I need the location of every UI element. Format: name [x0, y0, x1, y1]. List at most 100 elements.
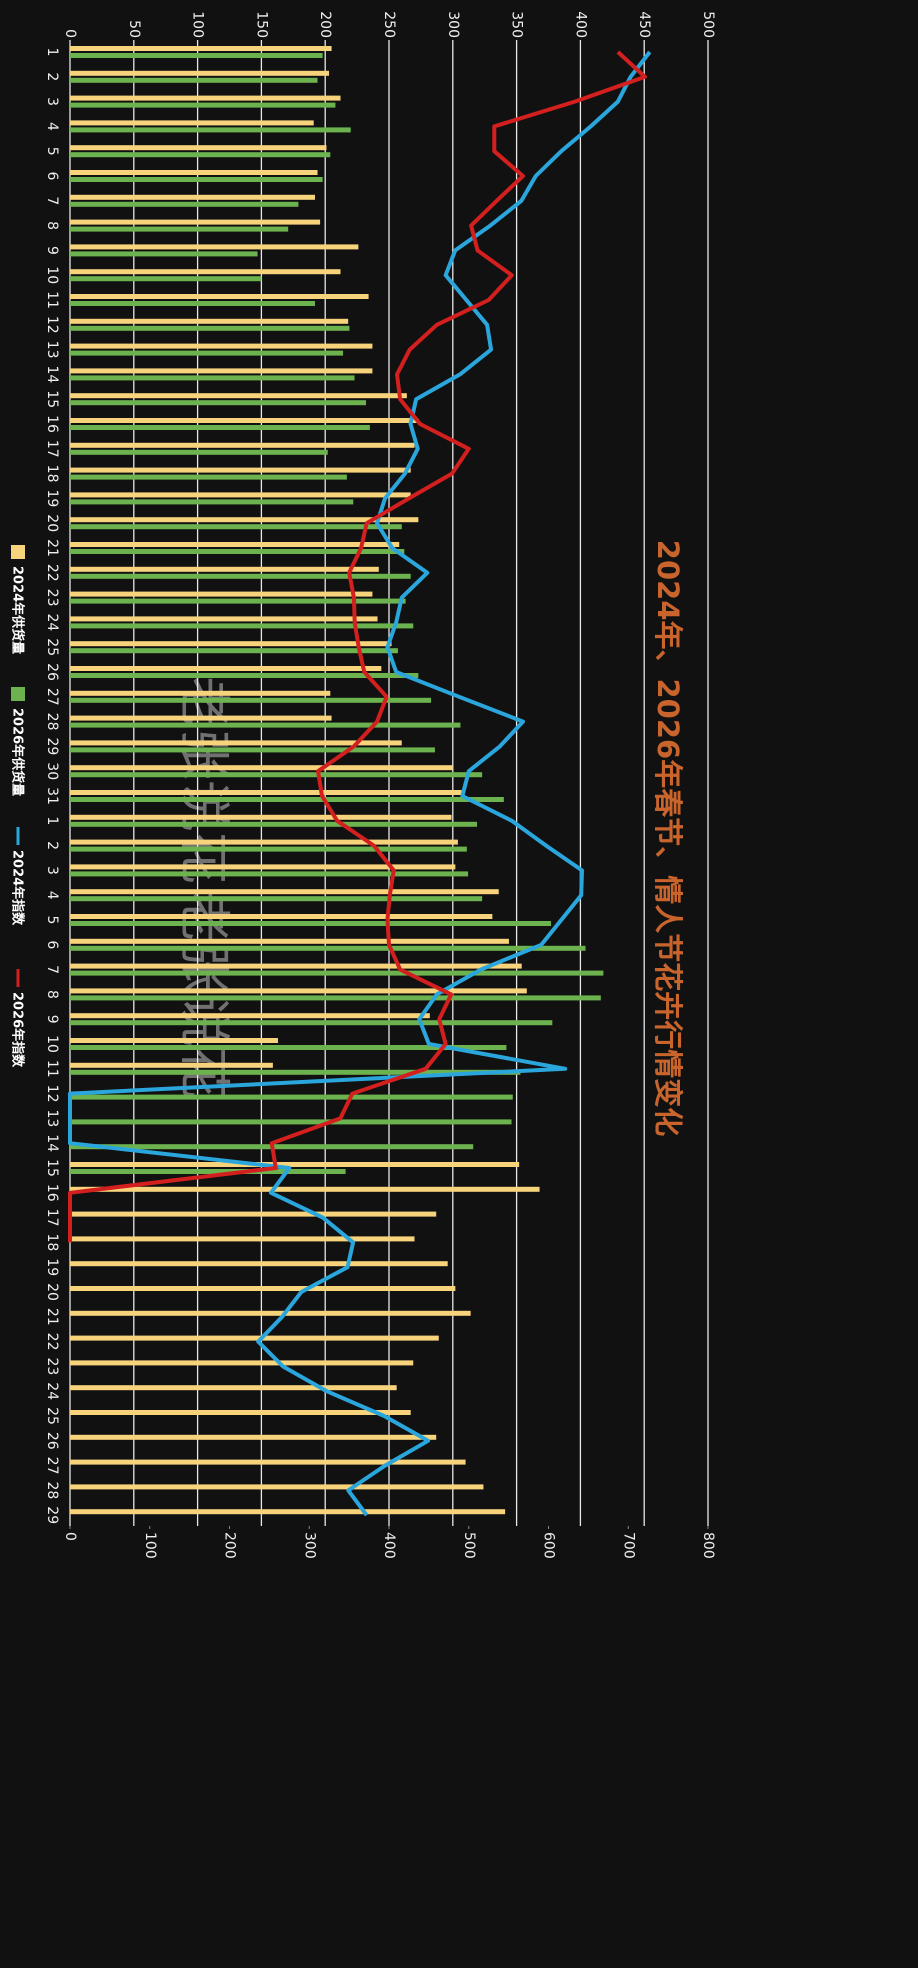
chart-frame: 2024年、2026年春节、情人节花卉行情变化 老张说花 老张说花 0 50 100…	[10, 11, 717, 1558]
bar	[70, 846, 467, 852]
x-tick-label: 6	[44, 172, 60, 181]
y-tick-label: 500	[700, 11, 716, 38]
bar	[70, 393, 407, 399]
bar	[70, 53, 323, 58]
bar	[70, 102, 336, 108]
bar	[70, 492, 411, 498]
x-tick-label: 11	[44, 1060, 60, 1078]
bar	[70, 152, 331, 158]
bar	[70, 418, 419, 423]
bar	[70, 1186, 540, 1192]
x-tick-label: 10	[44, 1035, 60, 1053]
x-tick-label: 31	[44, 787, 60, 805]
x-tick-label: 9	[44, 1015, 60, 1024]
x-tick-label: 28	[44, 1481, 60, 1499]
bar	[70, 1020, 553, 1026]
bar	[70, 77, 318, 83]
bar	[70, 821, 478, 827]
x-tick-label: 5	[44, 147, 60, 156]
x-tick-label: 18	[44, 465, 60, 483]
bar	[70, 1236, 415, 1242]
x-tick-label: 4	[44, 891, 60, 900]
bar	[70, 1169, 346, 1174]
bar	[70, 120, 314, 126]
x-tick-label: 6	[44, 940, 60, 949]
y2-tick-label: 100	[142, 1532, 158, 1559]
x-tick-label: 13	[44, 1109, 60, 1127]
y2-tick-label: 300	[301, 1532, 317, 1559]
bar	[69, 375, 355, 381]
bar	[70, 1484, 484, 1490]
x-tick-label: 22	[44, 1333, 60, 1351]
y-tick-label: 0	[62, 29, 78, 38]
bar	[70, 772, 483, 778]
legend-swatch	[11, 545, 25, 559]
y2-tick-label: 500	[461, 1532, 477, 1559]
bar	[69, 499, 354, 505]
bar	[70, 70, 330, 76]
x-tick-label: 12	[44, 1085, 60, 1103]
y2-tick-label: 400	[381, 1532, 397, 1559]
bar	[69, 201, 299, 207]
legend-label: 2026年供货量	[10, 708, 26, 796]
bar	[70, 747, 435, 753]
bar	[70, 1119, 512, 1125]
x-tick-label: 26	[44, 1432, 60, 1450]
bar	[70, 318, 349, 324]
bar	[70, 616, 378, 622]
x-tick-label: 23	[44, 1357, 60, 1375]
watermark: 老张说花	[173, 676, 233, 884]
y2-tick-label: 200	[222, 1532, 238, 1559]
x-tick-label: 30	[44, 762, 60, 780]
bar	[70, 1013, 430, 1019]
bar	[70, 343, 373, 349]
bar	[70, 1509, 506, 1515]
bar	[70, 938, 509, 944]
y-tick-label: 250	[381, 11, 397, 38]
x-tick-label: 29	[44, 737, 60, 755]
bar	[70, 549, 405, 554]
bar	[69, 226, 289, 232]
bar	[70, 95, 341, 101]
bar	[70, 1094, 513, 1100]
bar	[70, 797, 504, 802]
x-tick-label: 15	[44, 1159, 60, 1177]
bar	[70, 524, 402, 530]
x-tick-label: 28	[44, 713, 60, 731]
x-tick-label: 8	[44, 221, 60, 230]
x-tick-label: 10	[44, 266, 60, 284]
legend-label: 2024年供货量	[10, 566, 26, 654]
legend-label: 2026年指数	[10, 992, 26, 1068]
bar	[70, 1410, 411, 1415]
x-tick-label: 1	[44, 816, 60, 825]
bar	[70, 46, 332, 51]
bar	[70, 1211, 437, 1217]
bar	[70, 177, 323, 182]
bar	[70, 765, 453, 771]
bar	[70, 1459, 466, 1465]
x-tick-label: 19	[44, 1258, 60, 1276]
x-tick-label: 16	[44, 1184, 60, 1202]
line	[68, 50, 652, 1517]
x-tick-label: 16	[44, 415, 60, 433]
bar	[70, 542, 400, 547]
x-tick-label: 23	[44, 589, 60, 607]
bar	[70, 697, 432, 703]
bar	[70, 641, 392, 647]
bar	[70, 517, 419, 523]
x-tick-label: 27	[44, 1457, 60, 1475]
x-tick-label: 1	[44, 48, 60, 57]
x-tick-label: 21	[44, 539, 60, 557]
bar	[70, 673, 419, 678]
bar	[70, 871, 469, 877]
bar	[70, 425, 370, 430]
bar	[70, 1286, 456, 1291]
x-tick-label: 3	[44, 97, 60, 106]
y-tick-label: 50	[126, 20, 142, 38]
x-tick-label: 5	[44, 916, 60, 925]
x-tick-label: 19	[44, 489, 60, 507]
x-tick-label: 26	[44, 663, 60, 681]
x-tick-label: 24	[44, 1382, 60, 1400]
x-tick-label: 3	[44, 866, 60, 875]
